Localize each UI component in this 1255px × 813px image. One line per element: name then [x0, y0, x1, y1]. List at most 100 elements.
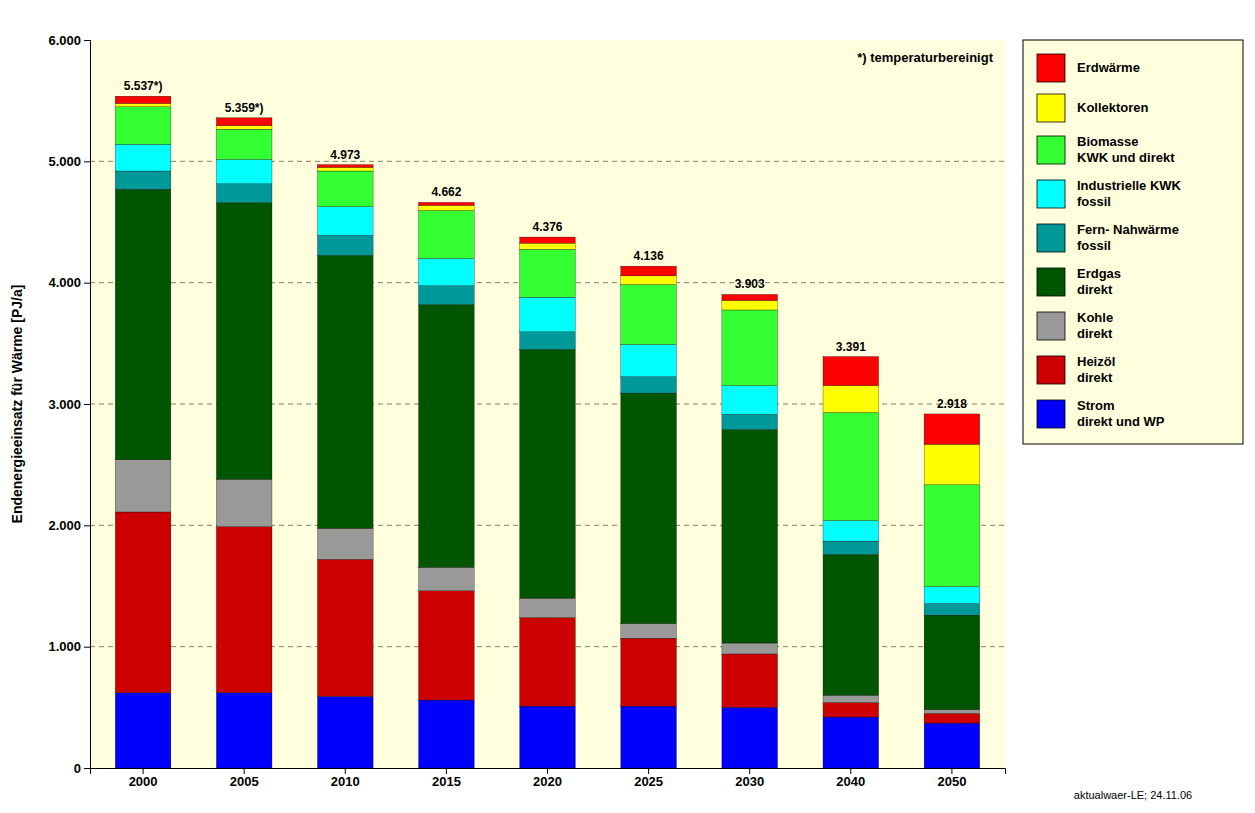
x-tick: 2040 — [836, 768, 865, 789]
bar-segment — [823, 702, 879, 717]
y-tick: 3.000 — [48, 397, 90, 412]
y-tick-label: 4.000 — [48, 275, 81, 290]
bar-segment — [823, 717, 879, 768]
bar-segment — [115, 96, 171, 103]
bar-segment — [520, 249, 576, 297]
bar-segment — [115, 189, 171, 460]
bar-segment — [924, 587, 980, 604]
bar-segment — [115, 693, 171, 768]
bar-segment — [520, 618, 576, 707]
bar-segment — [823, 520, 879, 541]
plot-background — [90, 40, 1005, 768]
legend-entry: Stromdirekt und WP — [1037, 398, 1165, 429]
legend-label-line: direkt — [1077, 326, 1113, 341]
legend-label-line: KWK und direkt — [1077, 150, 1175, 165]
legend-swatch — [1037, 268, 1065, 296]
legend-label: Heizöldirekt — [1077, 354, 1115, 385]
bar-segment — [722, 707, 778, 768]
bar-segment — [621, 276, 677, 285]
legend-swatch — [1037, 356, 1065, 384]
bar-segment — [115, 107, 171, 145]
y-tick: 0 — [74, 761, 90, 776]
x-tick-label: 2025 — [634, 774, 663, 789]
bar-segment — [419, 205, 475, 210]
bar-segment — [621, 706, 677, 768]
series-4 — [115, 171, 979, 615]
total-label: 4.662 — [431, 185, 461, 199]
total-label: 3.903 — [735, 277, 765, 291]
x-tick-mark — [547, 768, 548, 774]
bar-segment — [823, 554, 879, 695]
legend-box — [1023, 40, 1243, 444]
series-5 — [115, 144, 979, 603]
bar-segment — [621, 638, 677, 706]
bar-segment — [216, 693, 272, 768]
legend-label-line: direkt und WP — [1077, 414, 1165, 429]
bar-segment — [621, 345, 677, 377]
bar-segment — [115, 512, 171, 693]
bar-segment — [317, 255, 373, 528]
bar-segment — [419, 591, 475, 700]
bar-segment — [520, 349, 576, 598]
legend-entry: Heizöldirekt — [1037, 354, 1115, 385]
series-6 — [115, 107, 979, 587]
x-tick-mark — [850, 768, 851, 774]
bar-segment — [924, 414, 980, 444]
bar-segment — [722, 654, 778, 707]
x-tick: 2005 — [230, 768, 259, 789]
bar-segment — [823, 541, 879, 554]
y-tick-mark — [84, 525, 90, 526]
x-tick: 2050 — [937, 768, 966, 789]
bar-segment — [924, 604, 980, 616]
series-3 — [115, 189, 979, 710]
y-tick-label: 1.000 — [48, 639, 81, 654]
y-axis-title: Endenergieeinsatz für Wärme [PJ/a] — [9, 285, 25, 524]
x-tick-mark — [951, 768, 952, 774]
legend-label-line: fossil — [1077, 238, 1111, 253]
total-label: 4.973 — [330, 148, 360, 162]
legend-label: BiomasseKWK und direkt — [1077, 134, 1175, 165]
legend-swatch — [1037, 136, 1065, 164]
y-tick: 2.000 — [48, 518, 90, 533]
bar-segment — [924, 485, 980, 587]
bar-segment — [216, 203, 272, 480]
bar-segment — [216, 160, 272, 184]
legend-label-line: Kollektoren — [1077, 100, 1149, 115]
bar-segment — [317, 167, 373, 171]
bar-segment — [216, 126, 272, 130]
legend-entry: Kohledirekt — [1037, 310, 1113, 341]
y-tick-mark — [84, 647, 90, 648]
total-label: 5.359*) — [225, 101, 264, 115]
bar-segment — [520, 237, 576, 243]
legend-swatch — [1037, 54, 1065, 82]
legend-label-line: Biomasse — [1077, 134, 1138, 149]
y-tick: 1.000 — [48, 639, 90, 654]
y-tick-label: 0 — [74, 761, 81, 776]
legend-label-line: direkt — [1077, 370, 1113, 385]
series-7 — [115, 103, 979, 484]
plot: 20002005201020152020202520302040205001.0… — [9, 33, 1006, 790]
y-tick: 5.000 — [48, 154, 90, 169]
total-label: 4.136 — [634, 249, 664, 263]
legend-label-line: direkt — [1077, 282, 1113, 297]
y-tick-label: 3.000 — [48, 397, 81, 412]
bar-segment — [115, 171, 171, 189]
bar-segment — [317, 171, 373, 207]
x-tick-label: 2040 — [836, 774, 865, 789]
legend-label-line: Erdwärme — [1077, 60, 1140, 75]
bar-segment — [924, 710, 980, 714]
bar-segment — [520, 598, 576, 617]
bar-segment — [317, 207, 373, 236]
bar-segment — [419, 305, 475, 568]
x-tick-mark — [749, 768, 750, 774]
legend-entry: Kollektoren — [1037, 94, 1149, 122]
bar-segment — [419, 567, 475, 591]
bar-segment — [621, 377, 677, 393]
x-tick-mark — [244, 768, 245, 774]
legend-label: Industrielle KWKfossil — [1077, 178, 1182, 209]
total-label: 5.537*) — [124, 79, 163, 93]
x-tick: 2010 — [331, 768, 360, 789]
legend-label: Fern- Nahwärmefossil — [1077, 222, 1179, 253]
legend-swatch — [1037, 400, 1065, 428]
bar-segment — [115, 144, 171, 171]
